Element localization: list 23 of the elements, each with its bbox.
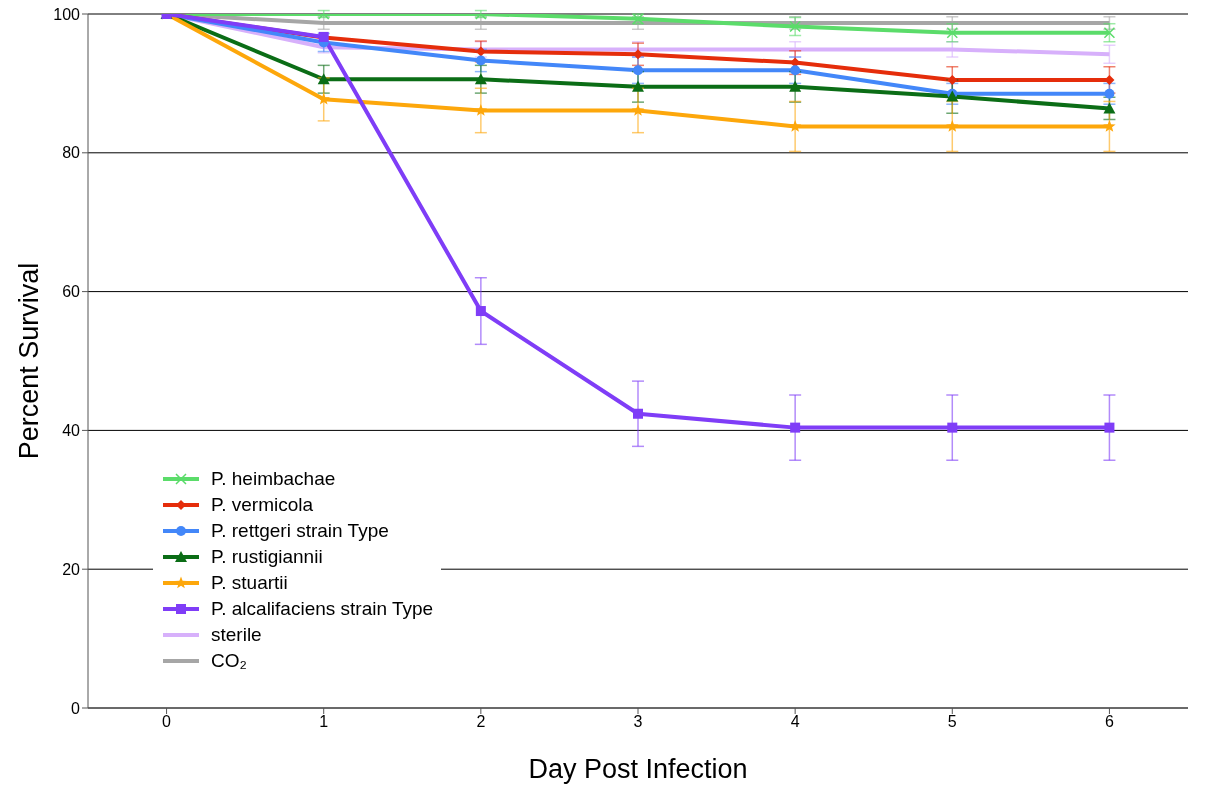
y-tick-label: 80 [62, 144, 81, 162]
legend-label: sterile [211, 624, 262, 646]
legend-label: P. heimbachae [211, 468, 336, 490]
y-tick-label: 100 [53, 5, 81, 23]
y-tick-label: 60 [62, 283, 81, 301]
x-tick-label: 4 [790, 713, 800, 731]
x-tick-label: 2 [476, 713, 486, 731]
x-tick-label: 3 [633, 713, 643, 731]
legend-label: P. vermicola [211, 494, 314, 516]
legend-label: P. rettgeri strain Type [211, 520, 389, 542]
y-tick-label: 20 [62, 560, 81, 578]
x-tick-label: 6 [1104, 713, 1114, 731]
y-axis-title: Percent Survival [13, 262, 44, 460]
legend-label: CO₂ [211, 650, 247, 672]
x-axis-title: Day Post Infection [528, 754, 748, 784]
legend-label: P. stuartii [211, 572, 288, 594]
x-tick-label: 1 [319, 713, 329, 731]
y-tick-label: 0 [71, 699, 81, 717]
y-tick-label: 40 [62, 422, 81, 440]
legend-label: P. alcalifaciens strain Type [211, 598, 434, 620]
x-tick-label: 5 [947, 713, 957, 731]
x-tick-label: 0 [162, 713, 172, 731]
legend-label: P. rustigiannii [211, 546, 323, 568]
